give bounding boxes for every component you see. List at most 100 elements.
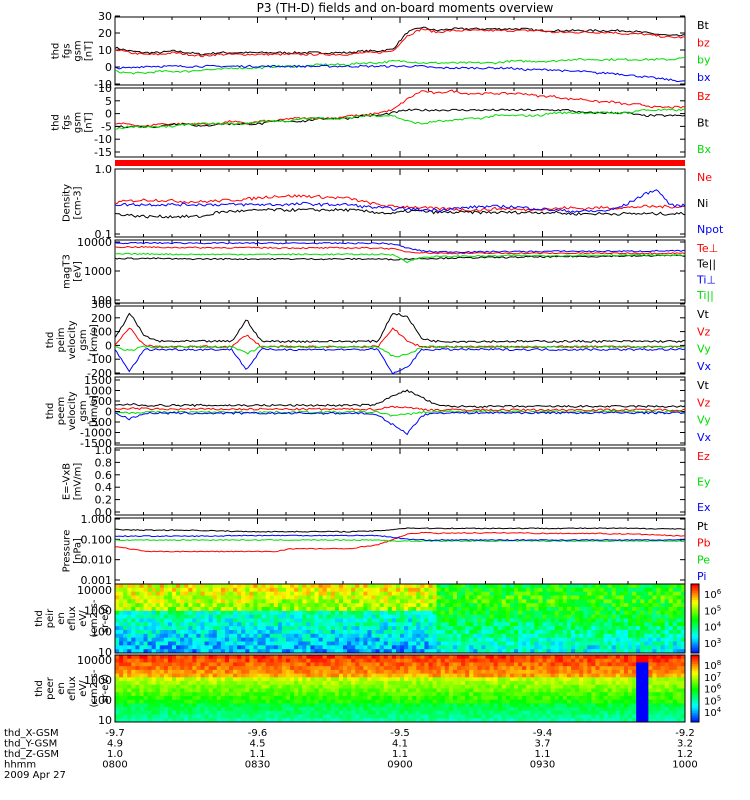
spectrogram-cell xyxy=(281,587,287,593)
spectrogram-cell xyxy=(375,626,381,631)
spectrogram-cell xyxy=(249,626,254,631)
spectrogram-cell xyxy=(550,630,556,635)
spectrogram-cell xyxy=(640,692,645,697)
spectrogram-cell xyxy=(400,662,405,667)
series-Ti|| xyxy=(114,252,686,264)
spectrogram-cell xyxy=(143,610,148,616)
spectrogram-cell xyxy=(461,626,466,631)
spectrogram-cell xyxy=(306,688,311,693)
spectrogram-cell xyxy=(465,626,470,631)
spectrogram-cell xyxy=(204,677,210,682)
spectrogram-cell xyxy=(432,622,438,627)
spectrogram-cell xyxy=(302,673,307,678)
spectrogram-cell xyxy=(294,637,299,642)
spectrogram-cell xyxy=(416,666,421,671)
spectrogram-cell xyxy=(212,591,218,596)
spectrogram-cell xyxy=(347,699,352,704)
spectrogram-cell xyxy=(395,662,401,667)
spectrogram-cell xyxy=(457,614,462,619)
spectrogram-cell xyxy=(420,655,425,660)
spectrogram-cell xyxy=(672,655,678,660)
spectrogram-cell xyxy=(212,637,218,642)
spectrogram-cell xyxy=(147,587,153,593)
spectrogram-cell xyxy=(233,599,238,604)
spectrogram-cell xyxy=(261,662,267,667)
spectrogram-cell xyxy=(176,637,181,642)
spectrogram-cell xyxy=(469,607,474,612)
spectrogram-cell xyxy=(562,626,568,631)
spectrogram-cell xyxy=(269,649,275,654)
spectrogram-cell xyxy=(660,673,666,678)
spectrogram-cell xyxy=(595,649,600,654)
y-tick-label: -10 xyxy=(94,78,112,91)
spectrogram-cell xyxy=(623,695,629,701)
spectrogram-cell xyxy=(151,666,157,671)
spectrogram-cell xyxy=(306,677,311,682)
spectrogram-cell xyxy=(159,677,165,682)
spectrogram-cell xyxy=(550,610,556,616)
spectrogram-cell xyxy=(579,662,584,667)
spectrogram-cell xyxy=(587,692,592,697)
spectrogram-cell xyxy=(277,584,283,589)
spectrogram-cell xyxy=(229,666,234,671)
spectrogram-cell xyxy=(155,658,161,663)
spectrogram-cell xyxy=(188,673,193,678)
spectrogram-cell xyxy=(253,633,258,639)
spectrogram-cell xyxy=(668,692,674,697)
spectrogram-cell xyxy=(286,658,291,663)
y-axis-label-line: thd xyxy=(51,43,62,60)
spectrogram-cell xyxy=(652,666,657,671)
spectrogram-cell xyxy=(648,655,653,660)
spectrogram-cell xyxy=(391,637,397,642)
spectrogram-cell xyxy=(155,699,161,704)
spectrogram-cell xyxy=(241,610,246,616)
spectrogram-cell xyxy=(192,618,197,623)
spectrogram-cell xyxy=(363,614,368,619)
spectrogram-cell xyxy=(416,603,421,608)
spectrogram-cell xyxy=(147,591,153,596)
spectrogram-cell xyxy=(347,658,352,663)
spectrogram-cell xyxy=(432,677,438,682)
spectrogram-cell xyxy=(554,618,560,623)
spectrogram-cell xyxy=(261,603,267,608)
spectrogram-cell xyxy=(457,649,462,654)
spectrogram-cell xyxy=(229,673,234,678)
spectrogram-cell xyxy=(436,641,442,646)
spectrogram-cell xyxy=(359,595,364,600)
spectrogram-cell xyxy=(575,637,580,642)
spectrogram-cell xyxy=(204,599,210,604)
y-tick-label: 0.001 xyxy=(81,574,113,587)
spectrogram-cell xyxy=(180,607,185,612)
spectrogram-cell xyxy=(290,630,295,635)
y-tick-label: 0 xyxy=(105,61,112,74)
spectrogram-cell xyxy=(363,626,368,631)
spectrogram-cell xyxy=(147,645,153,650)
spectrogram-cell xyxy=(294,614,299,619)
spectrogram-cell xyxy=(623,669,629,675)
spectrogram-cell xyxy=(245,595,250,600)
spectrogram-cell xyxy=(428,695,433,701)
spectrogram-cell xyxy=(587,626,592,631)
spectrogram-cell xyxy=(367,633,372,639)
spectrogram-cell xyxy=(135,626,140,631)
spectrogram-cell xyxy=(648,630,653,635)
spectrogram-cell xyxy=(139,618,144,623)
spectrogram-cell xyxy=(127,662,132,667)
spectrogram-cell xyxy=(587,662,592,667)
spectrogram-cell xyxy=(628,626,633,631)
spectrogram-cell xyxy=(562,681,568,686)
spectrogram-cell xyxy=(477,603,482,608)
spectrogram-cell xyxy=(220,618,226,623)
spectrogram-cell xyxy=(269,692,275,697)
spectrogram-cell xyxy=(554,645,560,650)
spectrogram-cell xyxy=(497,587,503,593)
spectrogram-cell xyxy=(575,626,580,631)
spectrogram-cell xyxy=(184,688,189,693)
spectrogram-cell xyxy=(514,684,519,689)
spectrogram-cell xyxy=(501,618,507,623)
spectrogram-cell xyxy=(184,677,189,682)
spectrogram-cell xyxy=(432,658,438,663)
spectrogram-cell xyxy=(546,603,552,608)
spectrogram-cell xyxy=(444,614,450,619)
spectrogram-cell xyxy=(330,587,336,593)
